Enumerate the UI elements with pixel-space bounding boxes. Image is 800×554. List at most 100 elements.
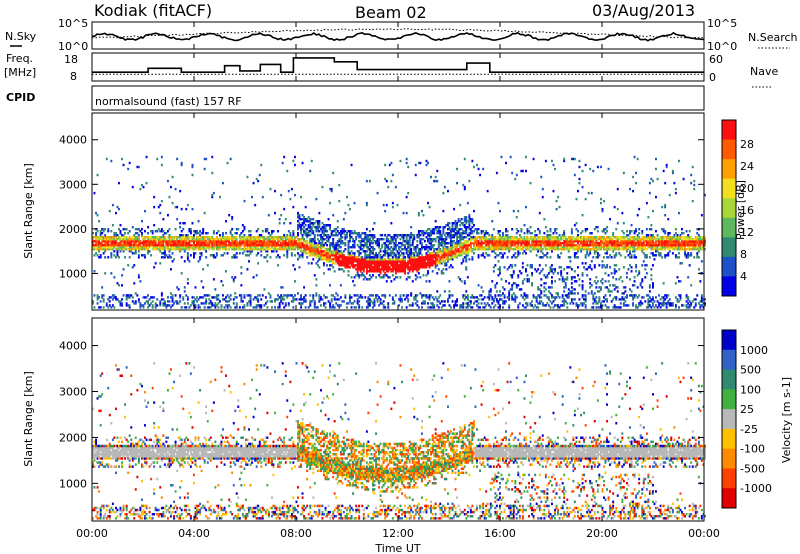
range-gate-cell xyxy=(516,216,518,218)
range-gate-cell xyxy=(98,220,100,222)
range-gate-cell xyxy=(346,196,348,198)
range-gate-cell xyxy=(579,298,581,300)
range-gate-cell xyxy=(504,266,506,268)
range-gate-cell xyxy=(266,250,268,252)
range-gate-cell xyxy=(124,232,126,234)
range-gate-cell xyxy=(540,278,542,280)
range-gate-cell xyxy=(557,196,559,198)
range-gate-cell xyxy=(494,294,496,296)
range-gate-cell xyxy=(554,168,556,170)
range-gate-cell xyxy=(322,298,324,300)
range-gate-cell xyxy=(150,254,152,256)
range-gate-cell xyxy=(225,270,227,272)
range-gate-cell xyxy=(104,250,106,252)
range-gate-cell xyxy=(366,180,368,182)
range-gate-cell xyxy=(115,212,117,214)
range-gate-cell xyxy=(539,212,541,214)
range-gate-cell xyxy=(576,198,578,200)
range-gate-cell xyxy=(516,296,518,298)
range-gate-cell xyxy=(106,302,108,304)
range-gate-cell xyxy=(279,218,281,220)
range-gate-cell xyxy=(279,256,281,258)
range-gate-cell xyxy=(300,196,302,198)
range-gate-cell xyxy=(501,156,503,158)
range-gate-cell xyxy=(109,300,111,302)
range-gate-cell xyxy=(418,306,420,308)
range-gate-cell xyxy=(542,196,544,198)
range-gate-cell xyxy=(542,268,544,270)
range-gate-cell xyxy=(576,280,578,282)
range-gate-cell xyxy=(418,272,420,274)
range-gate-cell xyxy=(153,224,155,226)
range-gate-cell xyxy=(491,280,493,282)
range-gate-cell xyxy=(534,230,536,232)
range-gate-cell xyxy=(104,272,106,274)
range-gate-cell xyxy=(98,296,100,298)
noise-tick-right-bottom: 10^0 xyxy=(707,40,737,53)
range-gate-cell xyxy=(401,306,403,308)
range-gate-cell xyxy=(389,276,391,278)
range-gate-cell xyxy=(173,258,175,260)
range-gate-cell xyxy=(153,206,155,208)
range-gate-cell xyxy=(170,256,172,258)
range-gate-cell xyxy=(286,170,288,172)
range-gate-cell xyxy=(427,162,429,164)
range-gate-cell xyxy=(270,294,272,296)
range-gate-cell xyxy=(348,270,350,272)
range-gate-cell xyxy=(487,190,489,192)
range-gate-cell xyxy=(184,260,186,262)
range-gate-cell xyxy=(410,226,412,228)
range-gate-cell xyxy=(366,202,368,204)
range-gate-cell xyxy=(432,270,434,272)
range-gate-cell xyxy=(240,266,242,268)
range-gate-cell xyxy=(153,196,155,198)
range-gate-cell xyxy=(481,302,483,304)
range-gate-cell xyxy=(597,280,599,282)
range-gate-cell xyxy=(444,186,446,188)
range-gate-cell xyxy=(566,276,568,278)
range-gate-cell xyxy=(380,298,382,300)
range-gate-cell xyxy=(159,204,161,206)
range-gate-cell xyxy=(279,222,281,224)
range-gate-cell xyxy=(135,250,137,252)
range-gate-cell xyxy=(524,278,526,280)
range-gate-cell xyxy=(317,306,319,308)
range-gate-cell xyxy=(283,156,285,158)
range-gate-cell xyxy=(416,244,418,246)
range-gate-cell xyxy=(240,284,242,286)
range-gate-cell xyxy=(531,272,533,274)
range-gate-cell xyxy=(141,220,143,222)
range-gate-cell xyxy=(427,270,429,272)
range-gate-cell xyxy=(525,252,527,254)
range-gate-cell xyxy=(498,260,500,262)
range-gate-cell xyxy=(419,250,421,252)
range-gate-cell xyxy=(606,226,608,228)
range-gate-cell xyxy=(291,188,293,190)
range-gate-cell xyxy=(175,228,177,230)
range-gate-cell xyxy=(550,256,552,258)
range-gate-cell xyxy=(589,250,591,252)
range-gate-cell xyxy=(395,186,397,188)
range-gate-cell xyxy=(404,256,406,258)
range-gate-cell xyxy=(104,228,106,230)
range-gate-cell xyxy=(545,226,547,228)
range-gate-cell xyxy=(436,180,438,182)
range-gate-cell xyxy=(187,302,189,304)
noise-tick-left-bottom: 10^0 xyxy=(58,40,88,53)
range-gate-cell xyxy=(242,300,244,302)
range-gate-cell xyxy=(393,300,395,302)
range-gate-cell xyxy=(406,162,408,164)
range-gate-cell xyxy=(124,256,126,258)
range-gate-cell xyxy=(493,228,495,230)
range-gate-cell xyxy=(121,302,123,304)
range-gate-cell xyxy=(221,304,223,306)
range-gate-cell xyxy=(218,230,220,232)
range-gate-cell xyxy=(494,304,496,306)
range-gate-cell xyxy=(444,304,446,306)
range-gate-cell xyxy=(459,204,461,206)
range-gate-cell xyxy=(332,266,334,268)
range-gate-cell xyxy=(508,282,510,284)
range-gate-cell xyxy=(585,304,587,306)
range-gate-cell xyxy=(595,296,597,298)
range-gate-cell xyxy=(139,280,141,282)
